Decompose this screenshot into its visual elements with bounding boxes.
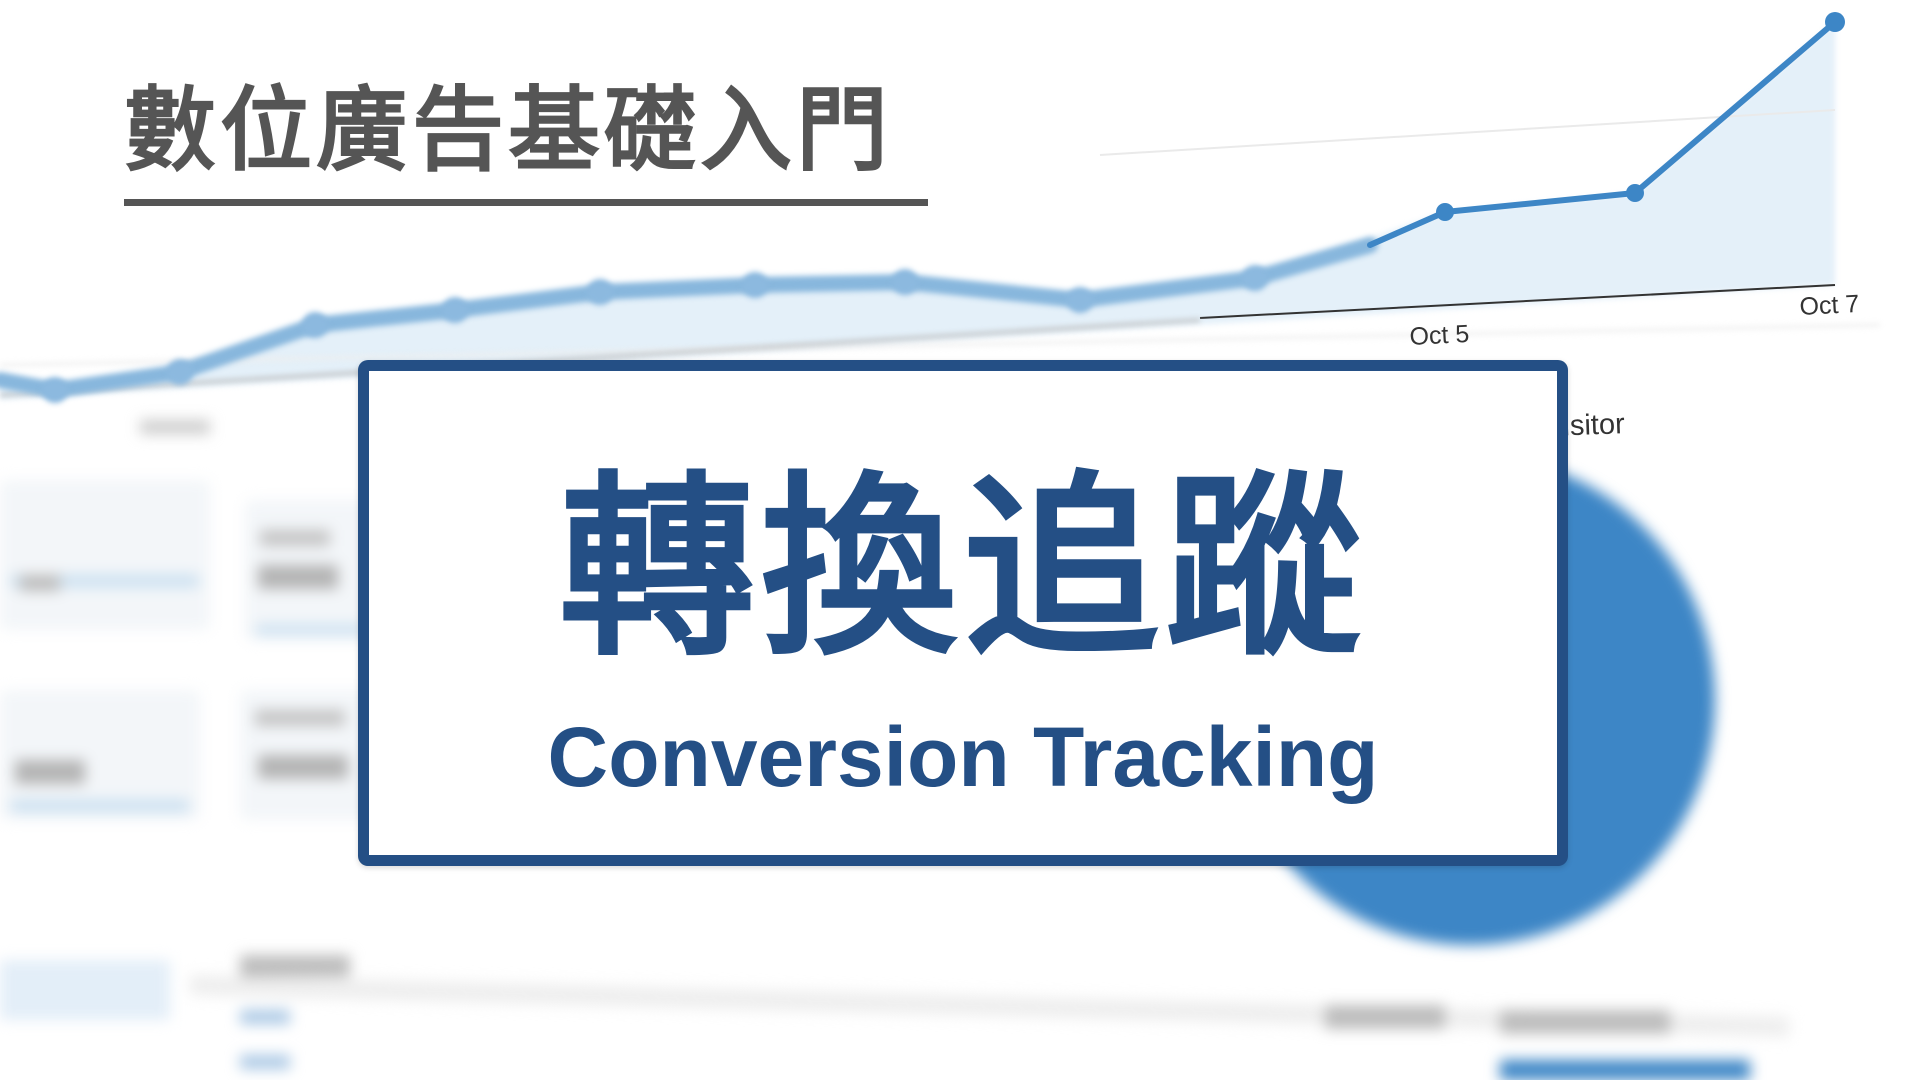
topic-card: 轉換追蹤 Conversion Tracking <box>358 360 1568 866</box>
series-title: 數位廣告基礎入門 <box>124 77 893 184</box>
chart-point <box>1626 184 1644 202</box>
chart-date-label: Oct 5 <box>1409 320 1470 351</box>
title-underline <box>124 199 928 206</box>
chart-area-fill <box>0 22 1835 400</box>
chart-point <box>1436 203 1454 221</box>
chart-point <box>1825 12 1845 32</box>
chart-date-label: Oct 7 <box>1799 290 1860 321</box>
topic-subtitle: Conversion Tracking <box>547 710 1379 804</box>
chart-points-blurred <box>42 265 1268 403</box>
chart-x-axis-blurred <box>0 318 1201 397</box>
chart-line <box>1367 19 1838 248</box>
chart-x-axis <box>1199 284 1836 319</box>
topic-title: 轉換追蹤 <box>558 455 1367 683</box>
chart-gridline <box>1099 109 1836 156</box>
chart-gridline <box>0 323 1881 367</box>
